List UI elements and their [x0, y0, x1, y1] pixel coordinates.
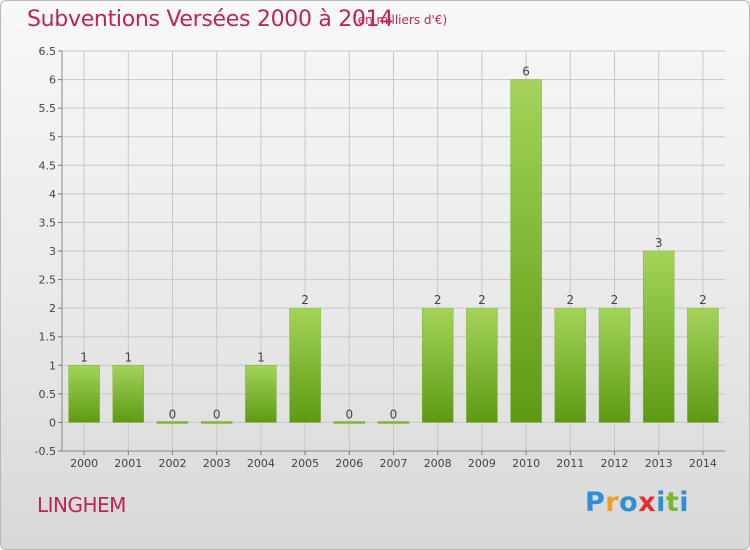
data-label: 2	[434, 293, 442, 307]
bar	[466, 307, 498, 423]
y-tick-label: -0.5	[35, 445, 56, 458]
logo-letter: i	[679, 487, 690, 518]
bar	[156, 421, 189, 424]
y-tick-label: 3.5	[39, 216, 57, 229]
x-tick-label: 2011	[556, 457, 584, 470]
logo-letter: o	[619, 487, 639, 518]
data-label: 0	[169, 407, 177, 421]
logo-letter: i	[656, 487, 666, 518]
bar	[245, 365, 277, 423]
x-tick-label: 2000	[70, 457, 98, 470]
data-label: 1	[80, 350, 88, 364]
x-tick-label: 2003	[203, 457, 231, 470]
y-tick-label: 6	[49, 74, 56, 87]
logo-letter: r	[605, 487, 620, 518]
x-tick-label: 2008	[424, 457, 452, 470]
data-label: 1	[124, 350, 132, 364]
data-label: 0	[345, 407, 353, 421]
x-tick-label: 2002	[159, 457, 187, 470]
bar	[68, 365, 100, 423]
bar	[642, 250, 675, 423]
bar	[554, 307, 587, 423]
y-tick-label: 1	[49, 359, 56, 372]
x-tick-label: 2012	[601, 457, 629, 470]
x-tick-label: 2007	[380, 457, 408, 470]
commune-name: LINGHEM	[37, 493, 126, 517]
x-tick-label: 2006	[335, 457, 363, 470]
y-tick-label: 0.5	[39, 388, 57, 401]
y-tick-label: 2.5	[39, 274, 57, 287]
logo-letter: x	[638, 487, 657, 518]
y-tick-label: 3	[49, 245, 56, 258]
data-label: 6	[522, 65, 530, 79]
x-tick-label: 2014	[689, 457, 717, 470]
y-tick-label: 1.5	[39, 331, 57, 344]
data-label: 2	[301, 293, 309, 307]
data-label: 2	[478, 293, 486, 307]
data-label: 2	[566, 293, 574, 307]
y-tick-label: 5	[49, 131, 56, 144]
bar	[289, 307, 321, 423]
bar	[333, 421, 366, 424]
data-label: 1	[257, 350, 265, 364]
chart-subtitle: (en milliers d'€)	[353, 13, 448, 27]
x-tick-label: 2001	[114, 457, 142, 470]
bar	[377, 421, 410, 424]
data-label: 2	[611, 293, 619, 307]
chart-title: Subventions Versées 2000 à 2014	[27, 7, 394, 32]
x-tick-label: 2005	[291, 457, 319, 470]
y-tick-label: 0	[49, 416, 56, 429]
bars	[68, 79, 719, 424]
data-label: 3	[655, 236, 663, 250]
data-label: 0	[213, 407, 221, 421]
data-label: 0	[390, 407, 398, 421]
y-tick-label: 4.5	[39, 159, 57, 172]
data-label: 2	[699, 293, 707, 307]
bar	[598, 307, 631, 423]
x-tick-label: 2009	[468, 457, 496, 470]
logo-letter: P	[585, 487, 606, 518]
x-tick-label: 2013	[645, 457, 673, 470]
logo-letter: t	[665, 487, 680, 518]
bar	[687, 307, 719, 423]
y-tick-label: 5.5	[39, 102, 57, 115]
y-tick-label: 6.5	[39, 45, 57, 58]
x-tick-label: 2004	[247, 457, 275, 470]
x-tick-label: 2010	[512, 457, 540, 470]
bar	[421, 307, 454, 423]
bar	[112, 365, 145, 423]
proxiti-logo[interactable]: Proxiti	[585, 487, 689, 518]
bar	[200, 421, 233, 424]
bar	[510, 79, 542, 423]
y-tick-label: 2	[49, 302, 56, 315]
y-tick-label: 4	[49, 188, 56, 201]
labels: 1 1 0 0 1 2 0 0 2 2 6 2 2 3 2	[80, 65, 706, 422]
